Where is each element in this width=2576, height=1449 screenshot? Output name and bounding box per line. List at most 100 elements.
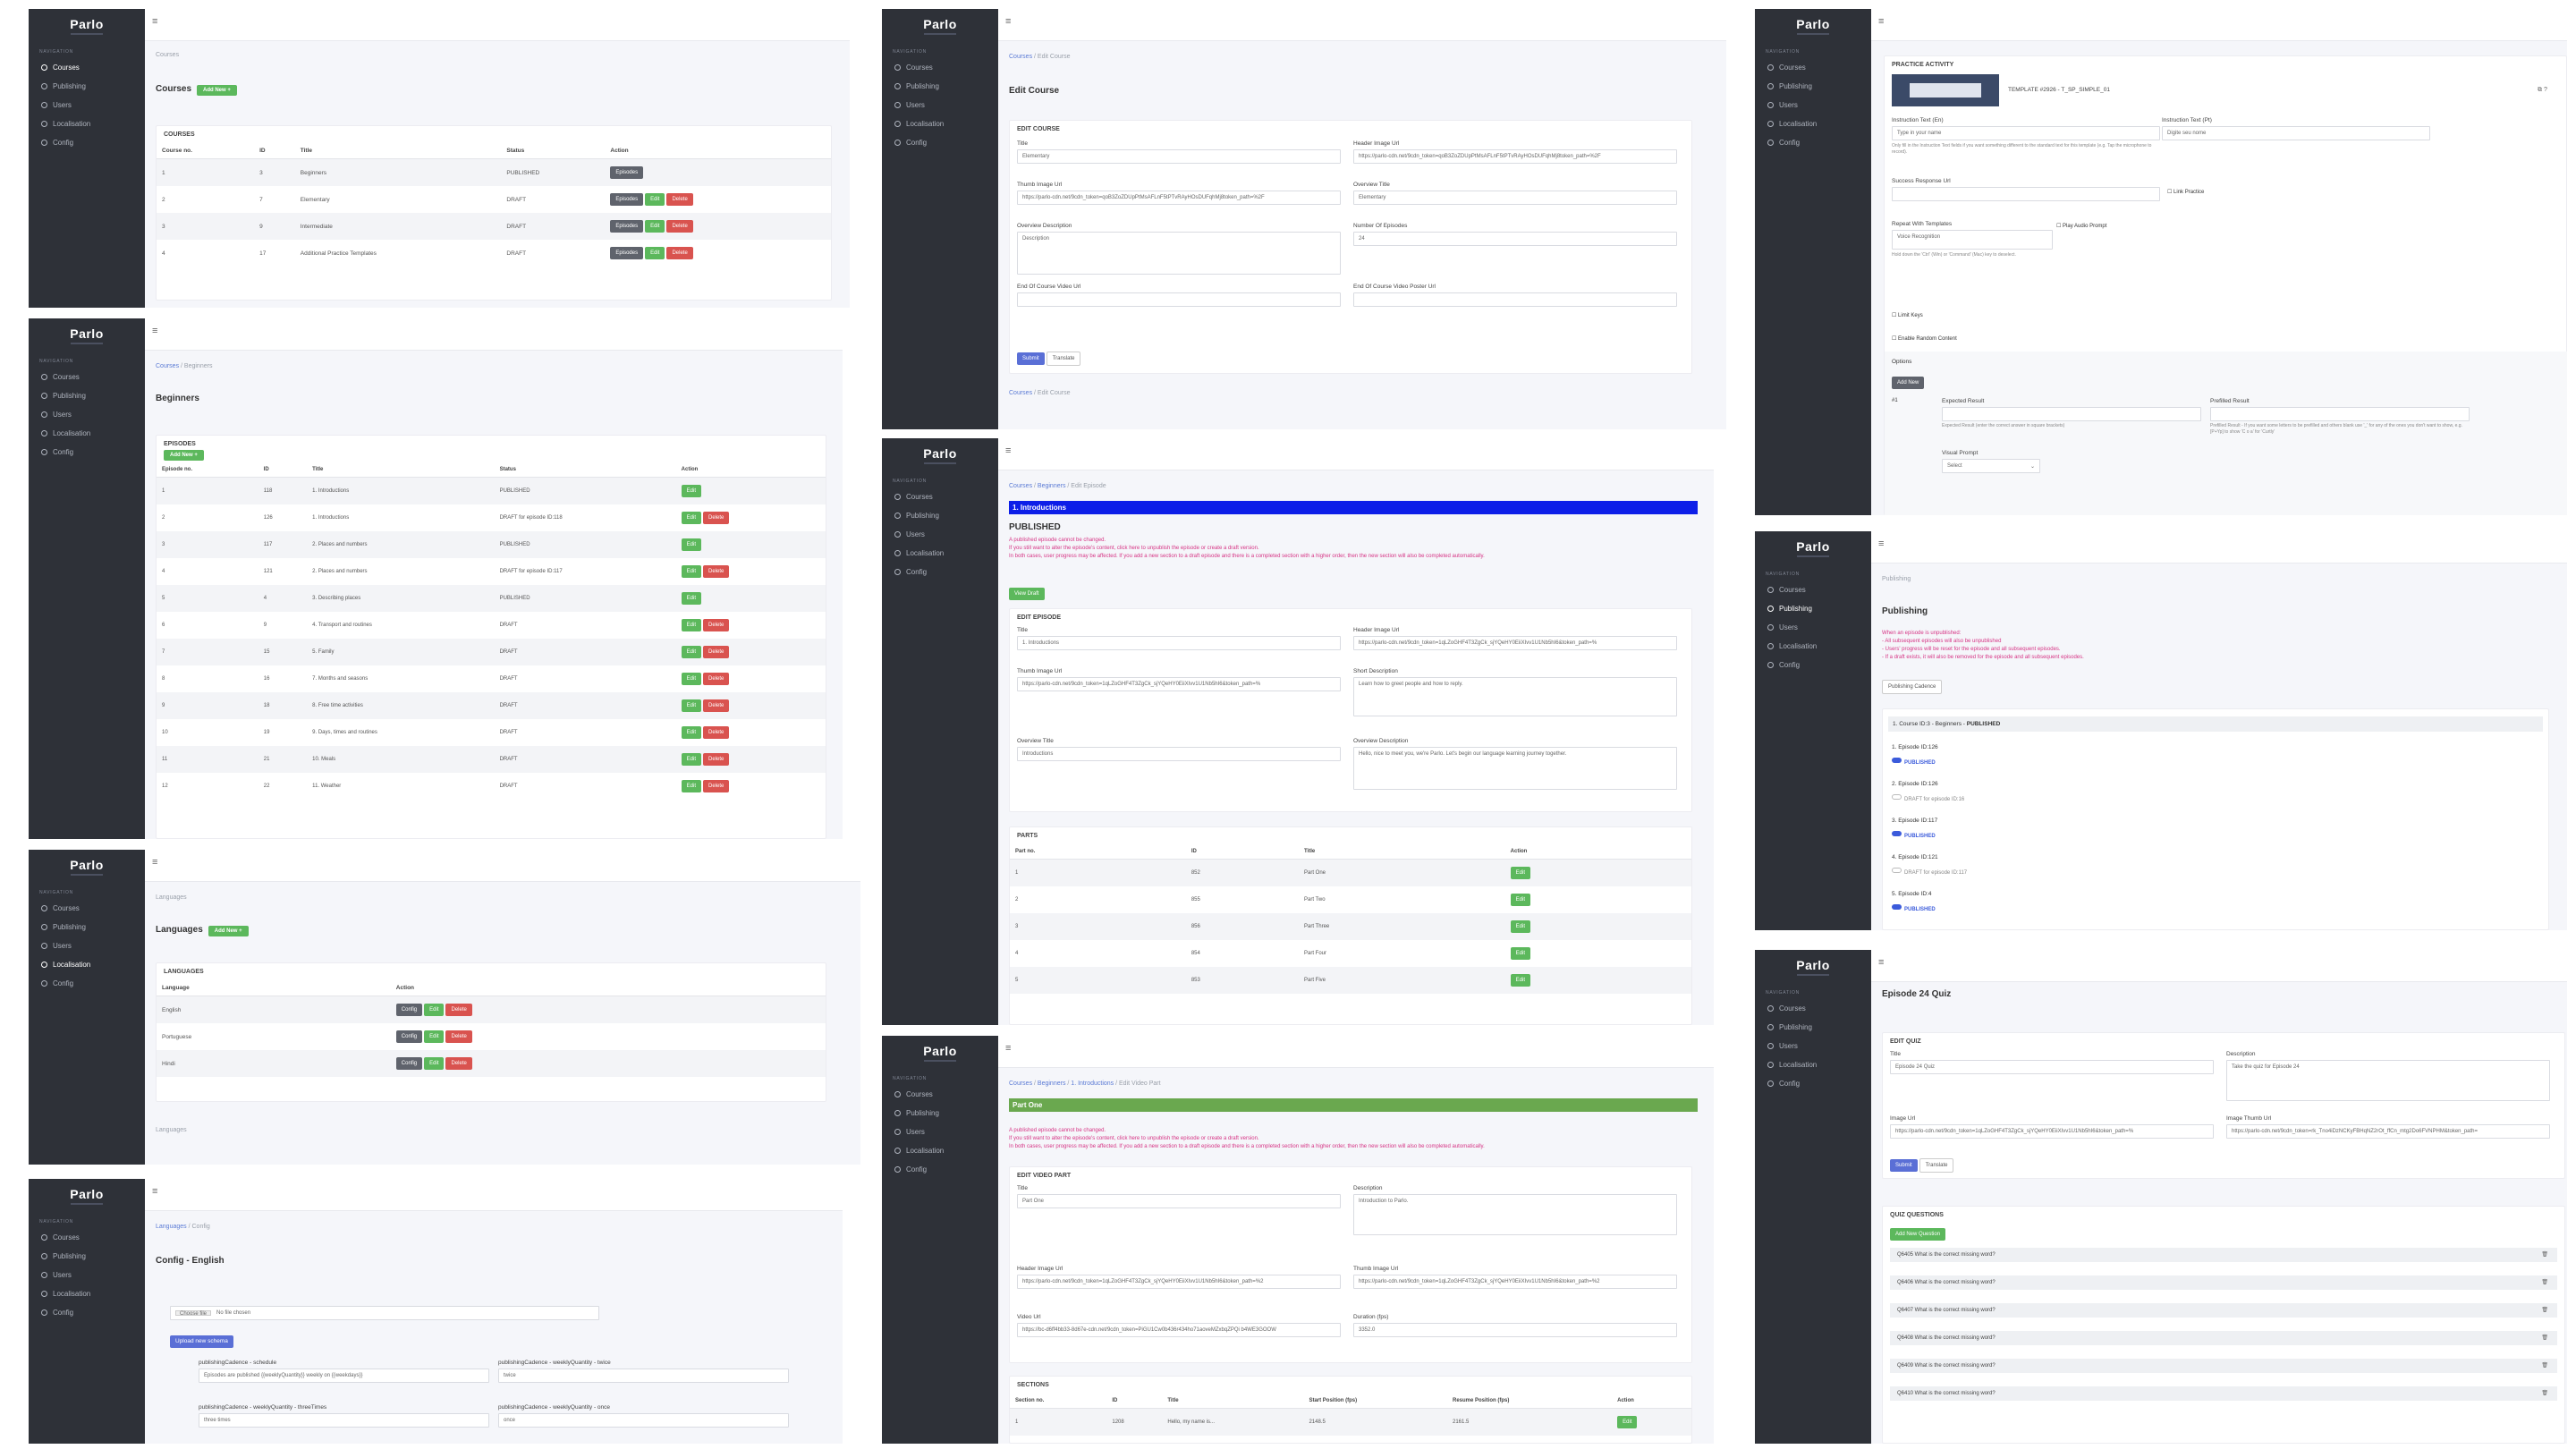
delete-button[interactable]: Delete [703, 673, 730, 685]
nav-config[interactable]: Config [1755, 1074, 1871, 1093]
list-item[interactable]: Q6405 What is the correct missing word? 🗑 [1890, 1248, 2557, 1262]
title-field[interactable]: Elementary [1017, 149, 1341, 164]
copy-icon[interactable]: ⧉ ? [2538, 87, 2547, 93]
play-audio-checkbox[interactable]: ☐ Play Audio Prompt [2056, 224, 2107, 229]
nav-users[interactable]: Users [29, 405, 145, 424]
publish-toggle[interactable] [1892, 903, 1902, 910]
nav-config[interactable]: Config [882, 1160, 998, 1179]
delete-button[interactable]: Delete [703, 512, 730, 524]
expected-result-field[interactable] [1942, 407, 2201, 421]
edit-button[interactable]: Edit [424, 1057, 445, 1070]
edit-button[interactable]: Edit [645, 220, 665, 233]
submit-button[interactable]: Submit [1890, 1159, 1918, 1172]
delete-button[interactable]: Delete [703, 646, 730, 658]
nav-publishing[interactable]: Publishing [1755, 1018, 1871, 1037]
edit-button[interactable]: Edit [681, 780, 701, 792]
nav-users[interactable]: Users [1755, 1037, 1871, 1055]
twice-field[interactable]: twice [498, 1368, 789, 1383]
nav-config[interactable]: Config [29, 443, 145, 462]
nav-localisation[interactable]: Localisation [1755, 637, 1871, 656]
edit-button[interactable]: Edit [1510, 894, 1531, 906]
delete-button[interactable]: Delete [445, 1057, 472, 1070]
nav-users[interactable]: Users [882, 525, 998, 544]
edit-button[interactable]: Edit [1510, 920, 1531, 933]
list-item[interactable]: Q6406 What is the correct missing word? 🗑 [1890, 1275, 2557, 1290]
nav-users[interactable]: Users [1755, 96, 1871, 114]
description-field[interactable]: Take the quiz for Episode 24 [2226, 1060, 2550, 1101]
publishing-cadence-button[interactable]: Publishing Cadence [1882, 680, 1943, 694]
nav-courses[interactable]: Courses [1755, 58, 1871, 77]
nav-publishing[interactable]: Publishing [29, 918, 145, 936]
list-item[interactable]: Q6407 What is the correct missing word? 🗑 [1890, 1303, 2557, 1318]
nav-courses[interactable]: Courses [882, 1085, 998, 1104]
edit-button[interactable]: Edit [681, 753, 701, 766]
menu-icon[interactable]: ≡ [152, 1186, 158, 1197]
nav-users[interactable]: Users [29, 1266, 145, 1284]
nav-config[interactable]: Config [882, 133, 998, 152]
overview-title-field[interactable]: Introductions [1017, 747, 1341, 761]
delete-button[interactable]: Delete [666, 247, 693, 259]
menu-icon[interactable]: ≡ [1005, 16, 1012, 27]
submit-button[interactable]: Submit [1017, 352, 1045, 365]
menu-icon[interactable]: ≡ [1005, 445, 1012, 456]
delete-button[interactable]: Delete [703, 619, 730, 631]
publish-toggle[interactable] [1892, 830, 1902, 836]
list-item[interactable]: Q6409 What is the correct missing word? 🗑 [1890, 1359, 2557, 1373]
nav-localisation[interactable]: Localisation [882, 1141, 998, 1160]
nav-users[interactable]: Users [29, 936, 145, 955]
nav-courses[interactable]: Courses [29, 58, 145, 77]
nav-publishing[interactable]: Publishing [882, 506, 998, 525]
trash-icon[interactable]: 🗑 [2541, 1363, 2548, 1368]
course-row[interactable]: 1. Course ID:3 - Beginners - PUBLISHED [1888, 716, 2543, 732]
nav-courses[interactable]: Courses [1755, 999, 1871, 1018]
nav-publishing[interactable]: Publishing [882, 1104, 998, 1123]
list-item[interactable]: Q6410 What is the correct missing word? 🗑 [1890, 1386, 2557, 1401]
title-field[interactable]: Part One [1017, 1194, 1341, 1208]
nav-config[interactable]: Config [29, 1303, 145, 1322]
translate-button[interactable]: Translate [1046, 352, 1081, 366]
title-field[interactable]: Episode 24 Quiz [1890, 1060, 2214, 1074]
instruction-en-field[interactable]: Type in your name [1892, 126, 2160, 140]
end-poster-field[interactable] [1353, 292, 1677, 307]
title-field[interactable]: 1. Introductions [1017, 636, 1341, 650]
nav-config[interactable]: Config [882, 563, 998, 581]
episodes-button[interactable]: Episodes [610, 193, 644, 206]
nav-localisation[interactable]: Localisation [882, 114, 998, 133]
edit-button[interactable]: Edit [645, 247, 665, 259]
nav-users[interactable]: Users [882, 1123, 998, 1141]
edit-button[interactable]: Edit [424, 1004, 445, 1016]
duration-field[interactable]: 3352.0 [1353, 1323, 1677, 1337]
header-image-field[interactable]: https://parlo-cdn.net/9cdn_token=1qLZoGH… [1017, 1275, 1341, 1289]
nav-courses[interactable]: Courses [29, 368, 145, 386]
publish-toggle[interactable] [1892, 757, 1902, 763]
episodes-button[interactable]: Episodes [610, 247, 644, 259]
nav-localisation[interactable]: Localisation [29, 1284, 145, 1303]
nav-courses[interactable]: Courses [1755, 580, 1871, 599]
episodes-button[interactable]: Episodes [610, 220, 644, 233]
repeat-templates-select[interactable]: Voice Recognition [1892, 230, 2053, 250]
nav-config[interactable]: Config [29, 974, 145, 993]
edit-button[interactable]: Edit [681, 673, 701, 685]
overview-title-field[interactable]: Elementary [1353, 191, 1677, 205]
edit-button[interactable]: Edit [681, 726, 701, 739]
nav-config[interactable]: Config [29, 133, 145, 152]
config-button[interactable]: Config [395, 1004, 423, 1016]
limit-keys-checkbox[interactable]: ☐ Limit Keys [1892, 313, 1923, 318]
edit-button[interactable]: Edit [645, 193, 665, 206]
edit-button[interactable]: Edit [1510, 947, 1531, 960]
view-draft-button[interactable]: View Draft [1009, 588, 1045, 600]
nav-publishing[interactable]: Publishing [29, 77, 145, 96]
add-course-button[interactable]: Add New + [197, 85, 237, 96]
schedule-field[interactable]: Episodes are published {{weeklyQuantity}… [199, 1368, 489, 1383]
visual-prompt-select[interactable]: Select ⌄ [1942, 459, 2040, 473]
delete-button[interactable]: Delete [666, 220, 693, 233]
trash-icon[interactable]: 🗑 [2541, 1280, 2548, 1285]
menu-icon[interactable]: ≡ [152, 326, 158, 336]
nav-publishing[interactable]: Publishing [1755, 77, 1871, 96]
edit-button[interactable]: Edit [1617, 1416, 1638, 1428]
delete-button[interactable]: Delete [445, 1004, 472, 1016]
edit-button[interactable]: Edit [1510, 867, 1531, 879]
nav-publishing[interactable]: Publishing [1755, 599, 1871, 618]
nav-localisation[interactable]: Localisation [29, 424, 145, 443]
nav-publishing[interactable]: Publishing [29, 386, 145, 405]
